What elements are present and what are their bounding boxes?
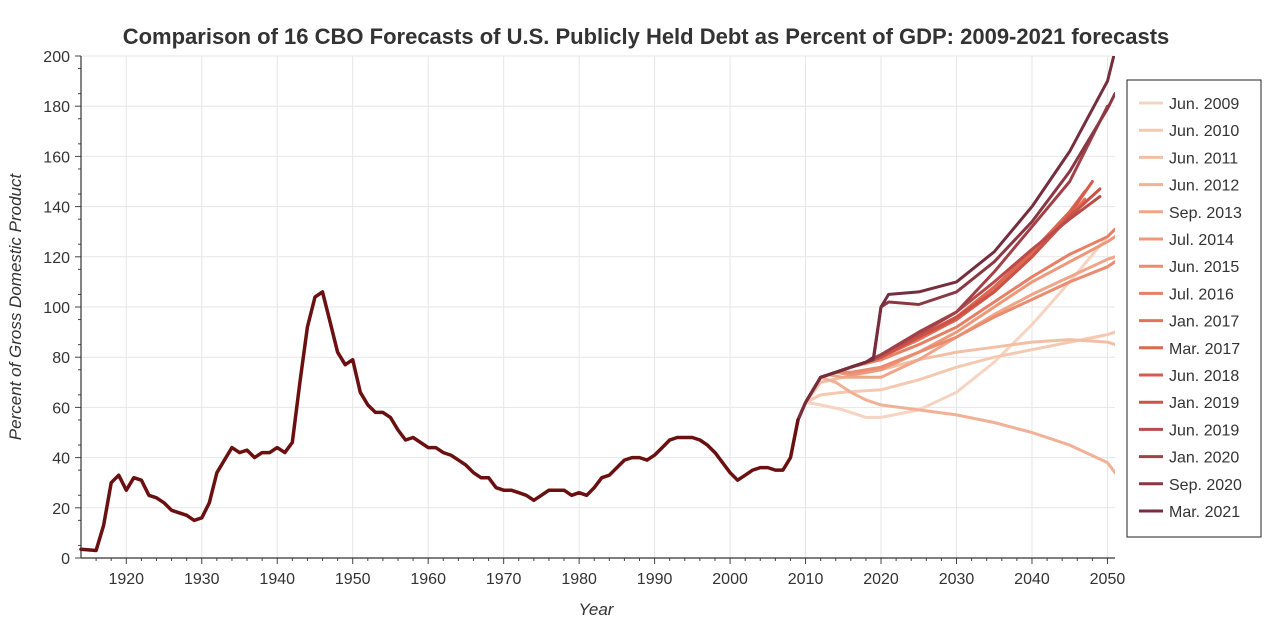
legend-label: Jun. 2019 xyxy=(1169,422,1239,439)
axes xyxy=(75,55,1115,564)
y-tick-label: 200 xyxy=(43,49,70,66)
y-axis-label: Percent of Gross Domestic Product xyxy=(6,173,25,441)
forecast-series xyxy=(796,56,1115,475)
x-tick-label: 1950 xyxy=(335,571,371,588)
series-line-jan-2019 xyxy=(796,187,1102,422)
tick-labels: 1920 1930 1940 1950 1960 1970 1980 1990 2000 2010… xyxy=(43,49,1125,588)
legend: Jun. 2009 Jun. 2010 Jun. 2011 Jun. 2012 Sep.… xyxy=(1126,79,1262,538)
x-tick-label: 2030 xyxy=(939,571,975,588)
legend-label: Jul. 2016 xyxy=(1169,286,1234,303)
legend-label: Sep. 2020 xyxy=(1169,477,1242,494)
y-tick-label: 40 xyxy=(52,451,70,468)
legend-label: Mar. 2017 xyxy=(1169,341,1240,358)
y-tick-label: 0 xyxy=(61,551,70,568)
y-tick-label: 180 xyxy=(43,99,70,116)
historical-data xyxy=(79,290,800,553)
chart-title: Comparison of 16 CBO Forecasts of U.S. P… xyxy=(123,24,1170,49)
legend-label: Jun. 2009 xyxy=(1169,96,1239,113)
legend-label: Jun. 2018 xyxy=(1169,368,1239,385)
x-tick-label: 2050 xyxy=(1090,571,1126,588)
series-line-jun-2018 xyxy=(796,180,1094,422)
series-line-mar-2021 xyxy=(796,56,1115,422)
series-line-jun-2009 xyxy=(796,235,1109,422)
x-tick-label: 1920 xyxy=(108,571,144,588)
x-tick-label: 1990 xyxy=(637,571,673,588)
y-tick-label: 100 xyxy=(43,300,70,317)
historical-debt-line xyxy=(79,290,800,553)
y-tick-label: 140 xyxy=(43,200,70,217)
series-line-jun-2011 xyxy=(796,338,1115,422)
legend-label: Mar. 2021 xyxy=(1169,504,1240,521)
legend-label: Jun. 2015 xyxy=(1169,259,1239,276)
y-tick-label: 20 xyxy=(52,501,70,518)
legend-box xyxy=(1126,79,1262,538)
x-tick-label: 1980 xyxy=(561,571,597,588)
x-axis-label: Year xyxy=(579,600,615,619)
legend-label: Jan. 2020 xyxy=(1169,450,1239,467)
legend-label: Jul. 2014 xyxy=(1169,232,1234,249)
legend-label: Jan. 2017 xyxy=(1169,314,1239,331)
legend-label: Jun. 2012 xyxy=(1169,178,1239,195)
grid-lines xyxy=(81,55,1115,559)
x-tick-label: 2040 xyxy=(1014,571,1050,588)
legend-label: Jun. 2010 xyxy=(1169,123,1239,140)
y-tick-label: 80 xyxy=(52,350,70,367)
y-tick-label: 120 xyxy=(43,250,70,267)
x-tick-label: 2010 xyxy=(788,571,824,588)
y-tick-label: 60 xyxy=(52,400,70,417)
series-line-jun-2012 xyxy=(796,375,1115,475)
x-tick-label: 1930 xyxy=(184,571,220,588)
legend-label: Jun. 2011 xyxy=(1169,150,1238,167)
x-tick-label: 2000 xyxy=(712,571,748,588)
legend-label: Sep. 2013 xyxy=(1169,205,1242,222)
x-tick-label: 1960 xyxy=(410,571,446,588)
legend-label: Jan. 2019 xyxy=(1169,395,1239,412)
x-tick-label: 2020 xyxy=(863,571,899,588)
x-tick-label: 1940 xyxy=(259,571,295,588)
y-tick-label: 160 xyxy=(43,149,70,166)
x-tick-label: 1970 xyxy=(486,571,522,588)
